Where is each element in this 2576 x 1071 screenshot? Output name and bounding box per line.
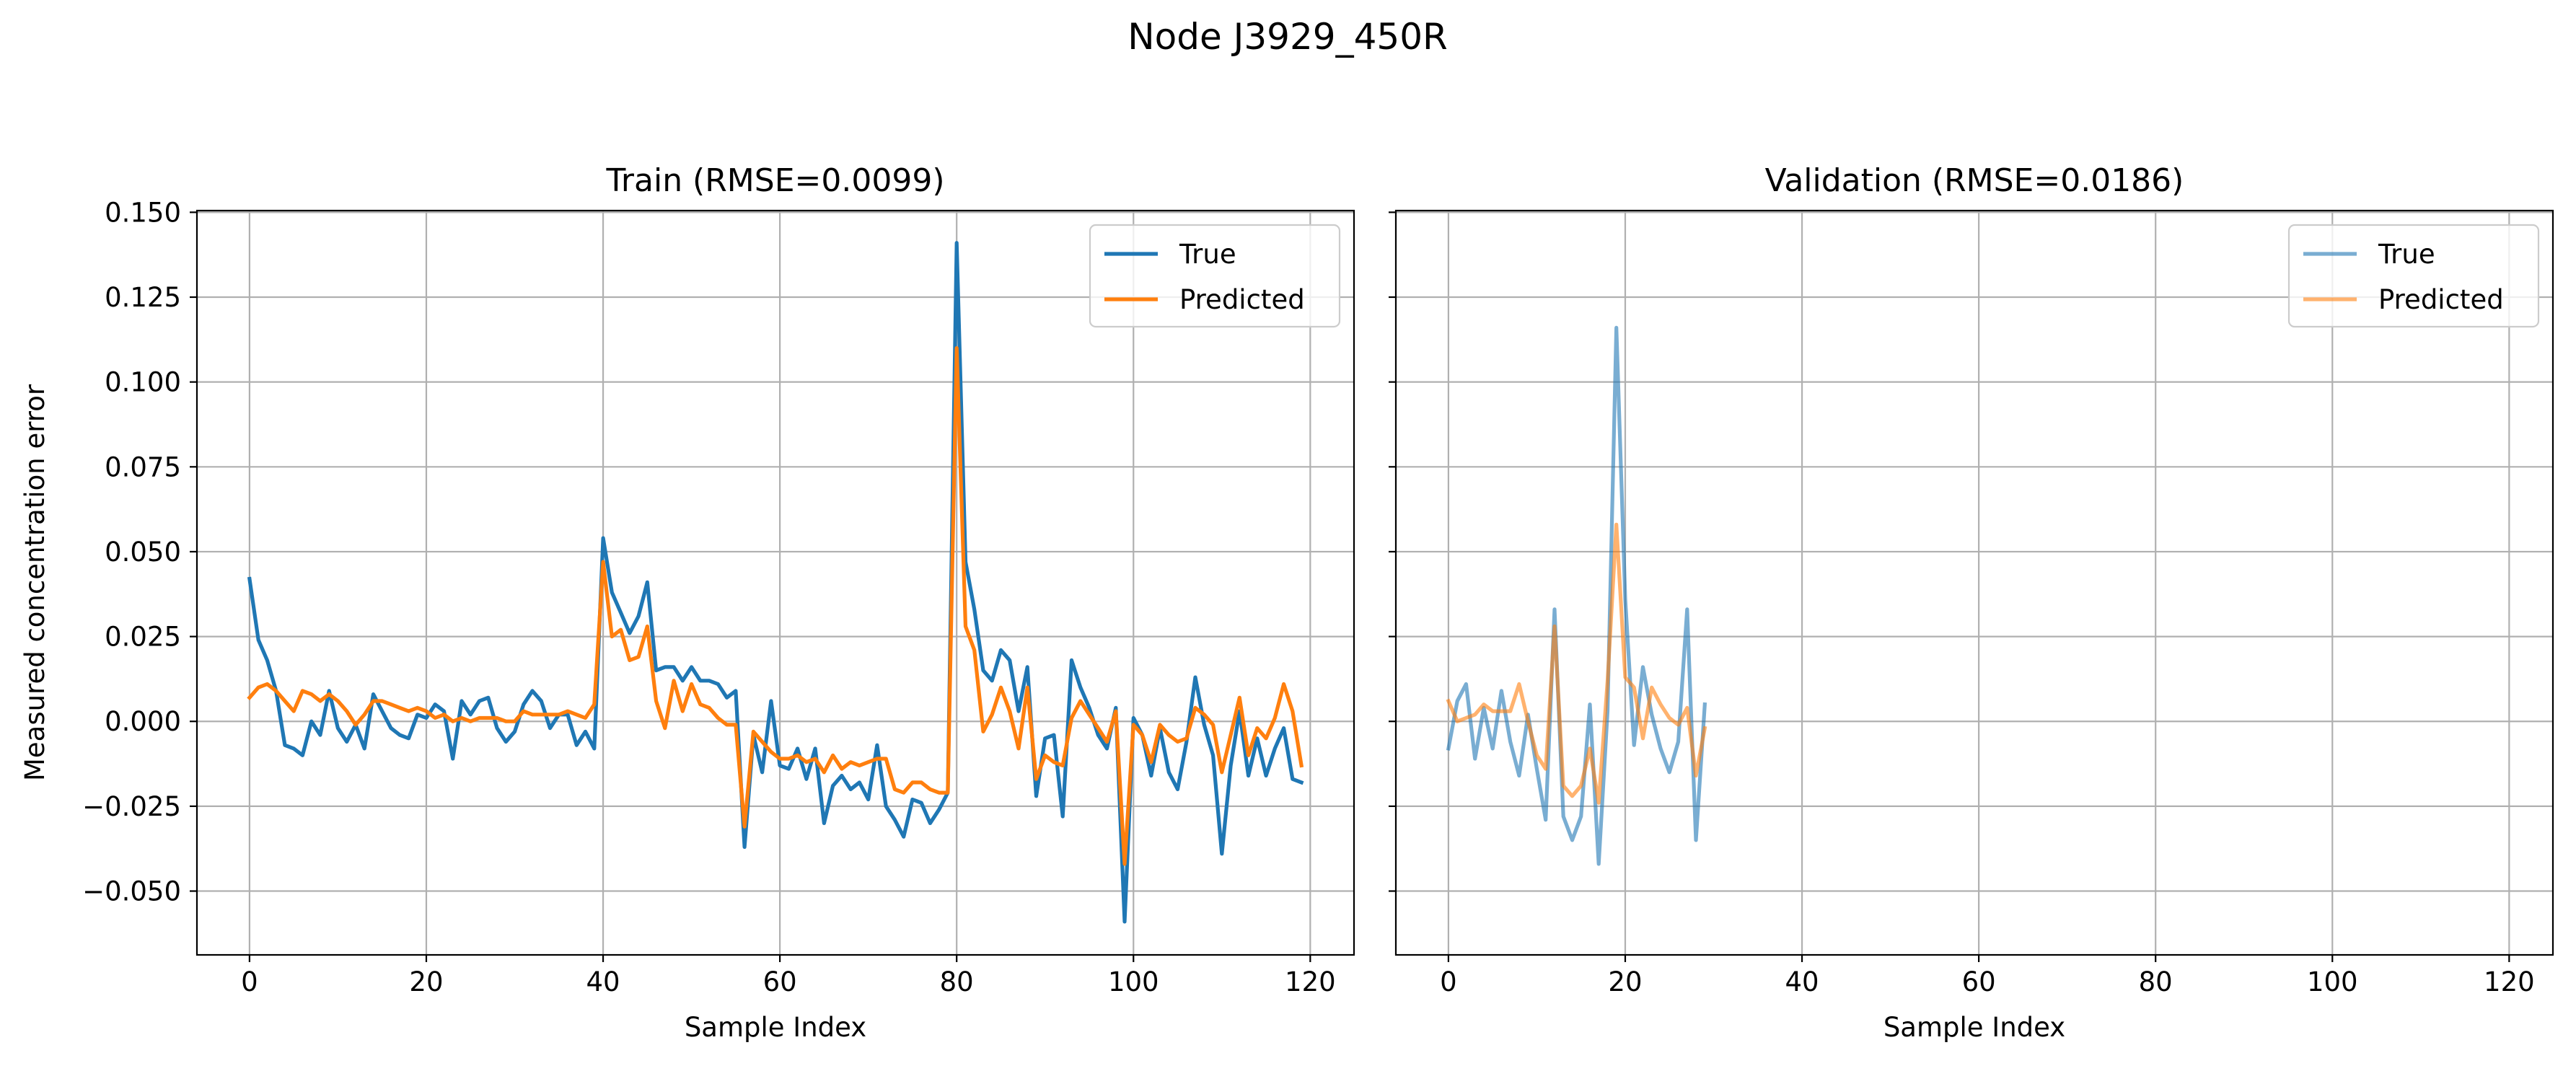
train-true-line [247,241,1304,924]
train-y-tick-label: −0.050 [82,876,181,907]
validation-predicted-line [1446,522,1707,805]
train-y-tick-label: 0.075 [105,451,181,482]
validation-plot: 0 20 40 60 80 100 120 Validation (RMSE=0.0186)… [1389,162,2554,1043]
train-x-tick-label: 100 [1108,966,1159,997]
validation-axes-frame [1394,209,2554,956]
train-x-axis-label: Sample Index [685,1012,866,1043]
train-legend-true-label: True [1179,239,1236,270]
train-legend: True Predicted [1089,224,1341,328]
train-plot: 0 20 40 60 80 100 120 −0.050 −0.025 0.000 0.025 0.0… [19,162,1355,1043]
validation-grid [1396,211,2553,955]
train-legend-predicted-label: Predicted [1179,284,1305,315]
validation-legend-true-label: True [2378,239,2435,270]
validation-true-line [1446,325,1707,866]
validation-x-tick-label: 60 [1962,966,1996,997]
validation-x-tick-label: 20 [1608,966,1642,997]
train-x-tick-label: 40 [586,966,620,997]
validation-x-tick-label: 40 [1785,966,1819,997]
train-y-tick-label: 0.125 [105,282,181,313]
train-y-tick-label: 0.000 [105,706,181,737]
train-x-tick-label: 20 [409,966,443,997]
train-ticks: 0 20 40 60 80 100 120 −0.050 −0.025 0.000 0.025 0.0… [82,197,1336,997]
validation-x-tick-label: 100 [2307,966,2358,997]
figure-title: Node J3929_450R [1127,16,1448,58]
train-axes-frame [195,209,1355,956]
train-title: Train (RMSE=0.0099) [606,162,945,199]
train-x-tick-label: 80 [940,966,974,997]
validation-x-axis-label: Sample Index [1883,1012,2065,1043]
train-x-tick-label: 0 [241,966,258,997]
validation-legend-box [2287,224,2540,328]
validation-ticks: 0 20 40 60 80 100 120 [1389,211,2535,997]
validation-title: Validation (RMSE=0.0186) [1765,162,2184,199]
train-legend-box [1089,224,1341,328]
train-x-tick-label: 60 [763,966,797,997]
train-y-tick-label: −0.025 [82,791,181,822]
validation-x-tick-label: 120 [2484,966,2535,997]
validation-legend: True Predicted [2287,224,2540,328]
validation-x-tick-label: 80 [2139,966,2173,997]
train-y-axis-label: Measured concentration error [19,384,50,781]
train-y-tick-label: 0.100 [105,367,181,398]
validation-legend-predicted-label: Predicted [2378,284,2504,315]
validation-series [1446,325,1707,866]
train-y-tick-label: 0.050 [105,537,181,568]
train-grid [197,211,1354,955]
train-predicted-line [247,346,1304,866]
train-series [247,241,1304,924]
train-y-tick-label: 0.025 [105,622,181,653]
train-x-tick-label: 120 [1285,966,1336,997]
validation-x-tick-label: 0 [1440,966,1457,997]
train-y-tick-label: 0.150 [105,197,181,228]
